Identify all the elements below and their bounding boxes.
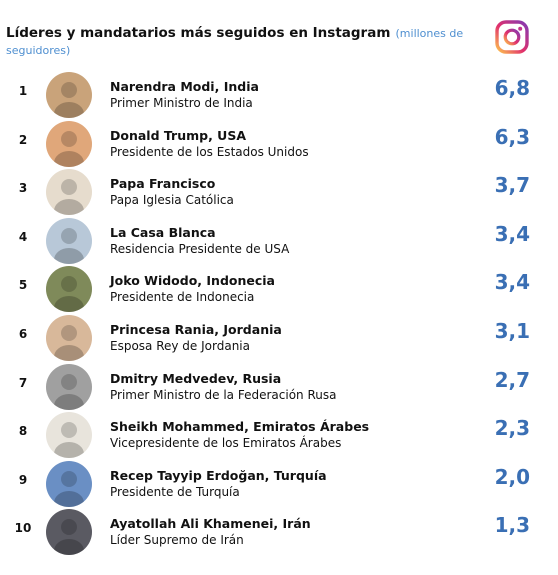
leader-name: Narendra Modi, India bbox=[110, 79, 259, 94]
follower-count: 3,1 bbox=[494, 318, 530, 343]
leader-name: Donald Trump, USA bbox=[110, 127, 246, 143]
leader-role: Primer Ministro de la Federación Rusa bbox=[110, 387, 337, 402]
avatar bbox=[46, 509, 92, 556]
follower-count: 3,4 bbox=[494, 221, 530, 246]
ranking-row: 3 Papa Francisco Papa Iglesia Católica 3,7 bbox=[0, 167, 558, 216]
rank-number: 9 bbox=[18, 472, 28, 487]
avatar bbox=[46, 120, 92, 167]
leader-role: Presidente de los Estados Unidos bbox=[110, 144, 309, 159]
rank-number: 7 bbox=[18, 375, 28, 390]
ranking-row: 10 Ayatollah Ali Khamenei, Irán Líder Supr… bbox=[0, 507, 558, 556]
leader-name: Ayatollah Ali Khamenei, Irán bbox=[110, 516, 311, 532]
chart-header: Líderes y mandatarios más seguidos en In… bbox=[6, 24, 476, 58]
ranking-row: 2 Donald Trump, USA Presidente de los Esta… bbox=[0, 119, 558, 168]
follower-count: 2,3 bbox=[494, 416, 530, 441]
follower-count: 3,7 bbox=[494, 173, 530, 198]
ranking-row: 1 Narendra Modi, India Primer Ministro de … bbox=[0, 70, 558, 119]
avatar bbox=[46, 363, 92, 410]
ranking-row: 8 Sheikh Mohammed, Emiratos Árabes Vicepre… bbox=[0, 410, 558, 459]
ranking-row: 9 Recep Tayyip Erdoğan, Turquía Presidente… bbox=[0, 459, 558, 508]
ranking-row: 5 Joko Widodo, Indonecia Presidente de Ind… bbox=[0, 264, 558, 313]
leader-role: Primer Ministro de India bbox=[110, 96, 253, 110]
avatar bbox=[46, 460, 92, 507]
follower-count: 6,8 bbox=[494, 76, 530, 100]
ranking-row: 6 Princesa Rania, Jordania Esposa Rey de J… bbox=[0, 313, 558, 362]
ranking-row: 7 Dmitry Medvedev, Rusia Primer Ministro d… bbox=[0, 362, 558, 411]
leader-role: Vicepresidente de los Emiratos Árabes bbox=[110, 436, 342, 451]
rank-number: 6 bbox=[18, 326, 28, 341]
leader-role: Presidente de Indonecia bbox=[110, 290, 255, 305]
follower-count: 1,3 bbox=[494, 513, 530, 538]
avatar bbox=[46, 314, 92, 361]
rank-number: 10 bbox=[14, 521, 32, 536]
leader-name: La Casa Blanca bbox=[110, 224, 216, 240]
leader-name: Dmitry Medvedev, Rusia bbox=[110, 370, 282, 386]
avatar bbox=[46, 169, 92, 216]
avatar bbox=[46, 217, 92, 264]
ranking-row: 4 La Casa Blanca Residencia Presidente de … bbox=[0, 216, 558, 265]
leader-role: Residencia Presidente de USA bbox=[110, 241, 290, 256]
chart-title: Líderes y mandatarios más seguidos en In… bbox=[6, 25, 391, 41]
chart-subtitle: (millones de seguidores) bbox=[6, 27, 464, 57]
ranking-list: 1 Narendra Modi, India Primer Ministro de … bbox=[0, 70, 558, 556]
rank-number: 4 bbox=[18, 229, 28, 244]
leader-role: Líder Supremo de Irán bbox=[110, 533, 244, 548]
avatar bbox=[46, 412, 92, 459]
follower-count: 2,0 bbox=[494, 464, 530, 489]
leader-name: Joko Widodo, Indonecia bbox=[110, 273, 275, 289]
leader-role: Presidente de Turquía bbox=[110, 484, 240, 499]
leader-name: Papa Francisco bbox=[110, 176, 216, 192]
avatar bbox=[46, 72, 92, 118]
rank-number: 2 bbox=[18, 132, 28, 147]
leader-name: Recep Tayyip Erdoğan, Turquía bbox=[110, 467, 327, 483]
follower-count: 6,3 bbox=[494, 124, 530, 149]
leader-name: Sheikh Mohammed, Emiratos Árabes bbox=[110, 419, 370, 435]
leader-name: Princesa Rania, Jordania bbox=[110, 321, 282, 337]
follower-count: 3,4 bbox=[494, 270, 530, 295]
instagram-icon bbox=[494, 19, 530, 55]
rank-number: 3 bbox=[18, 181, 28, 196]
rank-number: 8 bbox=[18, 424, 28, 439]
rank-number: 5 bbox=[18, 278, 28, 293]
leader-role: Esposa Rey de Jordania bbox=[110, 338, 250, 353]
follower-count: 2,7 bbox=[494, 367, 530, 392]
rank-number: 1 bbox=[18, 84, 28, 98]
avatar bbox=[46, 266, 92, 313]
leader-role: Papa Iglesia Católica bbox=[110, 193, 234, 208]
